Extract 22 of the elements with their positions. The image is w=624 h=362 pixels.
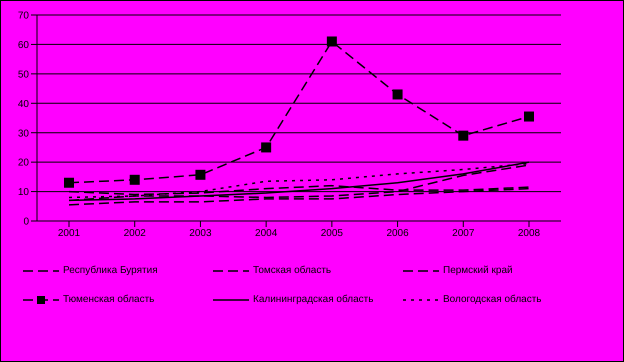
y-tick-label: 10: [18, 187, 30, 198]
x-tick-label: 2002: [124, 228, 146, 240]
y-tick-label: 20: [18, 158, 30, 169]
x-tick-label: 2001: [58, 228, 81, 240]
x-tick-label: 2004: [255, 228, 278, 240]
legend-label: Калининградская область: [253, 294, 374, 305]
x-tick-label: 2005: [320, 228, 344, 240]
x-tick-label: 2007: [452, 228, 475, 240]
legend-label: Республика Бурятия: [63, 265, 158, 276]
y-tick-label: 50: [18, 69, 30, 80]
y-tick-label: 0: [23, 216, 30, 228]
y-tick-label: 70: [18, 10, 30, 22]
x-tick-label: 2003: [189, 228, 212, 240]
legend-label: Вологодская область: [443, 294, 542, 305]
legend-label: Пермский край: [443, 265, 513, 276]
legend-label: Тюменская область: [63, 294, 154, 305]
legend-label: Томская область: [253, 265, 332, 276]
y-tick-label: 60: [18, 40, 30, 51]
y-tick-label: 30: [18, 128, 30, 140]
x-tick-label: 2006: [386, 228, 410, 240]
x-tick-label: 2008: [518, 228, 541, 240]
y-tick-label: 40: [18, 98, 30, 110]
